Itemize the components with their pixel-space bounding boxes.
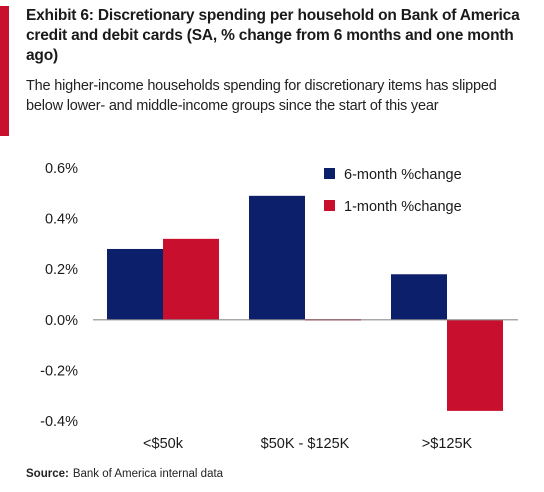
x-category-label: $50K - $125K — [261, 436, 350, 452]
legend-label: 1-month %change — [344, 199, 462, 215]
source-label: Source: — [26, 468, 69, 480]
bar-6m — [249, 195, 305, 320]
x-category-label: >$125K — [422, 436, 473, 452]
bar-1m — [163, 238, 219, 320]
y-tick-label: 0.2% — [45, 262, 78, 278]
legend-swatch — [324, 200, 335, 211]
bar-6m — [107, 248, 163, 320]
y-tick-label: 0.4% — [45, 212, 78, 228]
bar-6m — [391, 274, 447, 320]
bar-1m — [447, 319, 503, 411]
legend-swatch — [324, 168, 335, 179]
chart-subtitle: The higher-income households spending fo… — [26, 78, 497, 114]
source-text: Bank of America internal data — [72, 468, 224, 480]
x-category-label: <$50k — [143, 436, 184, 452]
chart-title: Exhibit 6: Discretionary spending per ho… — [26, 7, 520, 64]
legend-label: 6-month %change — [344, 167, 462, 183]
y-tick-label: -0.4% — [40, 414, 78, 430]
accent-bar — [0, 6, 9, 136]
y-tick-label: 0.6% — [45, 161, 78, 177]
source-note: Source: Bank of America internal data — [26, 468, 223, 480]
y-tick-label: 0.0% — [45, 313, 78, 329]
y-tick-label: -0.2% — [40, 363, 78, 379]
